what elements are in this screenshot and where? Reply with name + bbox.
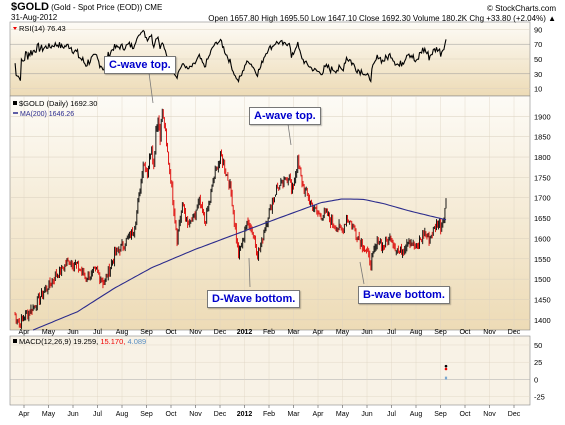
month-label: May	[42, 411, 56, 418]
rsi-tick-label: 50	[534, 55, 542, 64]
ma200-line	[32, 198, 447, 331]
price-legend-marker-icon	[13, 101, 17, 105]
d-wave-pointer	[248, 257, 251, 288]
macd-tick-label: 25	[534, 358, 542, 367]
month-label: Feb	[263, 329, 275, 336]
month-label: Nov	[189, 329, 202, 336]
month-label: Nov	[189, 411, 202, 418]
price-label: $GOLD (Daily) 1692.30	[19, 99, 97, 108]
month-label: 2012	[237, 411, 253, 418]
rsi-label: RSI(14) 76.43	[19, 24, 66, 33]
rsi-legend-marker-icon	[13, 27, 17, 30]
month-label: Apr	[19, 411, 31, 418]
month-label: Sep	[434, 329, 447, 336]
month-label: Sep	[140, 411, 153, 418]
macd-tick-label: -25	[534, 393, 545, 402]
month-label: Aug	[410, 329, 423, 336]
month-label: Aug	[116, 329, 129, 336]
month-label: Sep	[434, 411, 447, 418]
macd-x-axis: Apr May Jun Jul Aug Sep Oct Nov Dec 2012 Feb Mar Apr…	[19, 405, 521, 418]
price-tick-label: 1400	[534, 316, 551, 325]
price-tick-label: 1450	[534, 295, 551, 304]
d-wave-bottom-annotation: D-Wave bottom.	[207, 290, 301, 308]
price-tick-label: 1650	[534, 214, 551, 223]
price-x-axis: Apr May Jun Jul Aug Sep Oct Nov Dec 2012 Feb Mar Apr…	[19, 329, 521, 336]
month-label: Jul	[387, 411, 396, 418]
rsi-line	[14, 29, 447, 84]
price-tick-label: 1800	[534, 153, 551, 162]
month-label: Oct	[166, 329, 177, 336]
chart-date: 31-Aug-2012	[11, 13, 58, 22]
price-tick-label: 1600	[534, 234, 551, 243]
macd-point	[444, 364, 448, 368]
price-tick-label: 1700	[534, 194, 551, 203]
month-label: Apr	[19, 329, 31, 336]
month-label: Nov	[483, 411, 496, 418]
month-label: Jun	[361, 329, 372, 336]
month-label: Apr	[313, 329, 325, 336]
month-label: Jun	[67, 329, 78, 336]
month-label: Dec	[214, 329, 227, 336]
price-tick-label: 1550	[534, 255, 551, 264]
month-label: Jul	[387, 329, 396, 336]
month-label: Dec	[508, 411, 521, 418]
month-label: Mar	[287, 411, 300, 418]
macd-panel-bg	[9, 335, 531, 406]
month-label: May	[42, 329, 56, 336]
macd-tick-label: 50	[534, 341, 542, 350]
month-label: Jun	[361, 411, 372, 418]
month-label: Mar	[287, 329, 300, 336]
month-label: Oct	[460, 329, 471, 336]
rsi-tick-label: 90	[534, 25, 542, 34]
price-tick-label: 1750	[534, 173, 551, 182]
month-label: May	[336, 411, 350, 418]
macd-legend-marker-icon	[13, 339, 17, 343]
price-tick-label: 1500	[534, 275, 551, 284]
a-wave-top-annotation: A-wave top.	[249, 107, 321, 125]
symbol-description: (Gold - Spot Price (EOD))	[51, 3, 143, 12]
macd-signal-point	[444, 367, 448, 371]
macd-panel: -25 0 25 50 MACD(12,26,9) 19.259, 15.170, 4…	[9, 335, 545, 418]
a-wave-pointer	[287, 123, 292, 146]
month-label: Feb	[263, 411, 275, 418]
price-tick-label: 1850	[534, 133, 551, 142]
month-label: Oct	[460, 411, 471, 418]
c-wave-pointer	[148, 72, 154, 104]
ma-label: MA(200) 1646.26	[20, 111, 74, 118]
month-label: Oct	[166, 411, 177, 418]
symbol-title: $GOLD (Gold - Spot Price (EOD)) CME	[11, 1, 162, 13]
month-label: Sep	[140, 329, 153, 336]
rsi-tick-label: 10	[534, 85, 542, 94]
annotation-lines	[148, 72, 365, 288]
c-wave-top-annotation: C-wave top.	[104, 56, 176, 74]
month-label: Jul	[93, 329, 102, 336]
month-label: Aug	[410, 411, 423, 418]
month-label: Dec	[214, 411, 227, 418]
month-label: Jun	[67, 411, 78, 418]
month-label: Apr	[313, 411, 325, 418]
rsi-panel: 10 30 50 70 90 RSI(14) 76.43	[9, 21, 542, 97]
exchange: CME	[144, 3, 163, 12]
month-label: Jul	[93, 411, 102, 418]
month-label: Nov	[483, 329, 496, 336]
month-label: Dec	[508, 329, 521, 336]
rsi-tick-label: 30	[534, 70, 542, 79]
macd-tick-label: 0	[534, 375, 538, 384]
month-label: May	[336, 329, 350, 336]
month-label: 2012	[237, 329, 253, 336]
symbol: $GOLD	[11, 1, 49, 13]
rsi-tick-label: 70	[534, 40, 542, 49]
macd-label: MACD(12,26,9) 19.259, 15.170, 4.089	[19, 337, 146, 346]
b-wave-pointer	[359, 261, 365, 285]
b-wave-bottom-annotation: B-wave bottom.	[358, 286, 450, 304]
stockcharts-credit: © StockCharts.com	[486, 4, 556, 13]
price-stats: Open 1657.80 High 1695.50 Low 1647.10 Cl…	[208, 14, 556, 23]
price-tick-label: 1900	[534, 112, 551, 121]
month-label: Aug	[116, 411, 129, 418]
